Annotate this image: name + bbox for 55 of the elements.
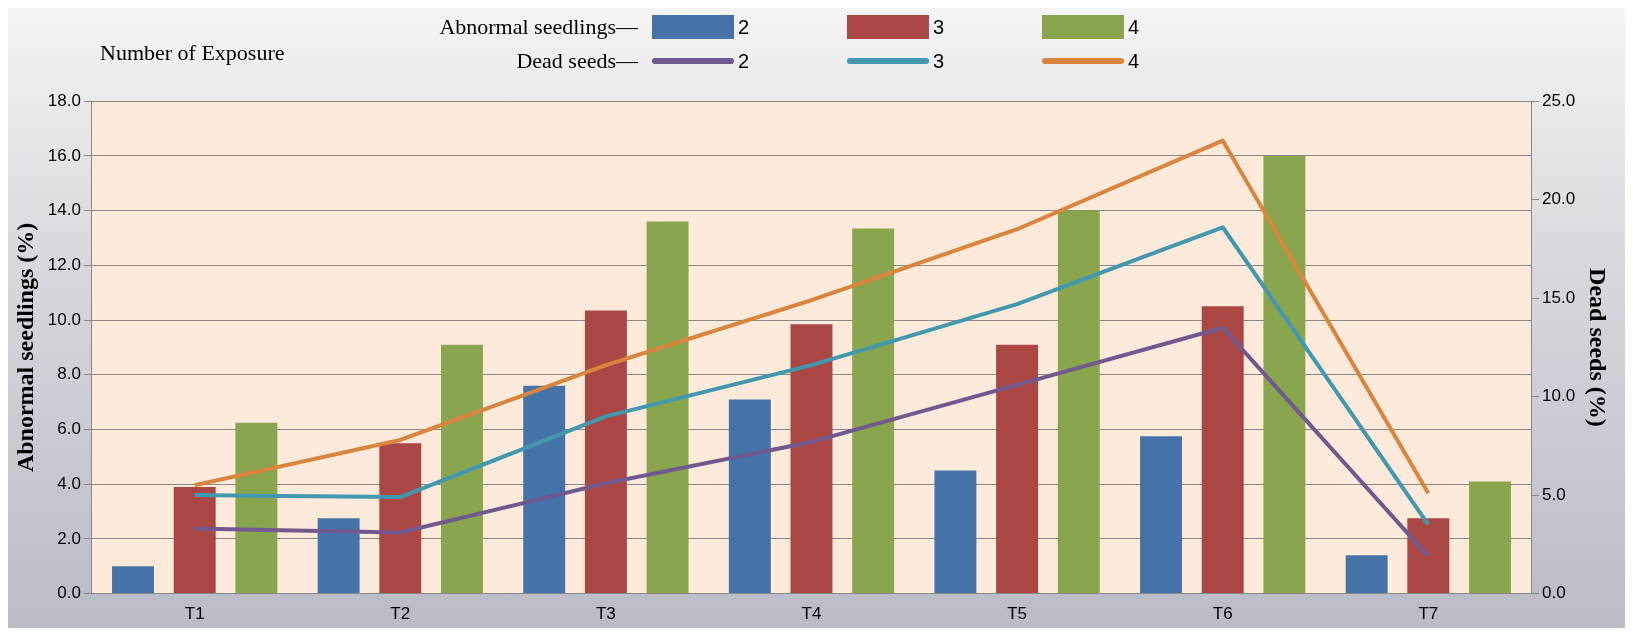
x-tick-label: T5 xyxy=(1007,604,1028,624)
y2-axis-title: Dead seeds (%) xyxy=(1585,268,1612,427)
bar xyxy=(934,470,977,594)
bar xyxy=(1407,518,1450,594)
bar xyxy=(523,385,566,594)
legend-label: 2 xyxy=(738,49,750,73)
x-tick-label: T3 xyxy=(595,604,616,624)
y2-tick-label: 15.0 xyxy=(1542,287,1576,307)
y-tick-label: 6.0 xyxy=(57,419,81,439)
bar xyxy=(852,228,895,594)
legend-label: 3 xyxy=(933,49,945,73)
text: Abnormal seedlings— xyxy=(438,14,638,40)
y-axis-title: Abnormal seedlings (%) xyxy=(11,222,38,473)
y2-tick-label: 20.0 xyxy=(1542,189,1576,209)
legend-label: 2 xyxy=(738,15,750,39)
y2-tick-label: 5.0 xyxy=(1542,484,1566,504)
y2-tick-label: 10.0 xyxy=(1542,386,1576,406)
x-tick-label: T6 xyxy=(1212,604,1233,624)
y2-tick-label: 25.0 xyxy=(1542,90,1576,110)
legend-title: Number of Exposure xyxy=(100,40,285,66)
bar xyxy=(1345,555,1388,594)
bar xyxy=(173,486,216,594)
y2-tick-label: 0.0 xyxy=(1542,583,1566,603)
bar xyxy=(1201,306,1244,594)
y-tick-label: 0.0 xyxy=(57,583,81,603)
bar xyxy=(112,566,154,594)
bar xyxy=(379,443,422,594)
x-tick-label: T2 xyxy=(390,604,411,624)
bar xyxy=(1469,481,1511,594)
x-tick-label: T1 xyxy=(184,604,205,624)
bar xyxy=(317,518,360,594)
legend-label: 4 xyxy=(1128,15,1140,39)
bar xyxy=(790,324,833,594)
y-tick-label: 12.0 xyxy=(47,255,81,275)
text: Dead seeds— xyxy=(515,48,638,74)
x-tick-label: T4 xyxy=(801,604,822,624)
bar xyxy=(996,344,1039,594)
bar xyxy=(235,422,278,594)
y-tick-label: 8.0 xyxy=(57,364,81,384)
bar xyxy=(1057,210,1100,594)
bar xyxy=(728,399,771,594)
bar xyxy=(441,344,483,594)
bar xyxy=(1263,155,1306,594)
y-tick-label: 4.0 xyxy=(57,473,81,493)
x-tick-label: T7 xyxy=(1418,604,1439,624)
bar xyxy=(1140,436,1182,594)
legend-label: 4 xyxy=(1128,49,1140,73)
y-tick-label: 2.0 xyxy=(57,528,81,548)
y-tick-label: 10.0 xyxy=(47,309,81,329)
bar xyxy=(584,310,627,594)
bar xyxy=(646,221,689,594)
y-tick-label: 14.0 xyxy=(47,200,81,220)
legend-label: 3 xyxy=(933,15,945,39)
y-tick-label: 18.0 xyxy=(47,90,81,110)
y-tick-label: 16.0 xyxy=(47,145,81,165)
